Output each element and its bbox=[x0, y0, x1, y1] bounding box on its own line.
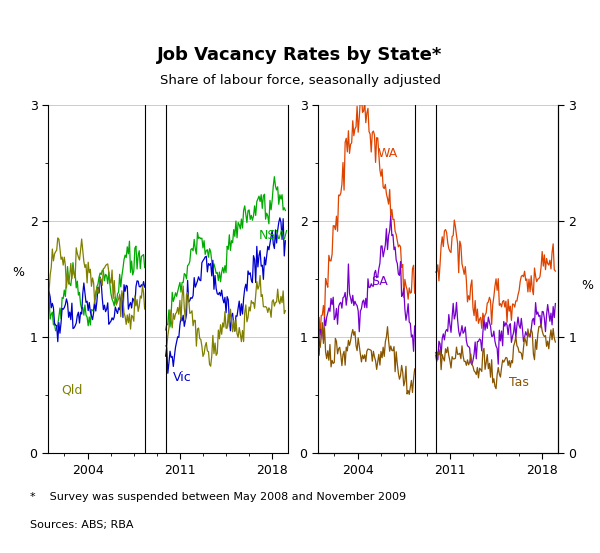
Text: Job Vacancy Rates by State*: Job Vacancy Rates by State* bbox=[157, 46, 443, 64]
Text: WA: WA bbox=[377, 147, 398, 160]
Text: Share of labour force, seasonally adjusted: Share of labour force, seasonally adjust… bbox=[160, 74, 440, 87]
Text: *    Survey was suspended between May 2008 and November 2009: * Survey was suspended between May 2008 … bbox=[30, 492, 406, 502]
Text: Vic: Vic bbox=[173, 372, 192, 384]
Text: Tas: Tas bbox=[509, 376, 529, 389]
Text: Qld: Qld bbox=[61, 383, 83, 396]
Text: NSW: NSW bbox=[259, 228, 289, 242]
Text: SA: SA bbox=[371, 275, 388, 288]
Y-axis label: %: % bbox=[581, 279, 593, 293]
Y-axis label: %: % bbox=[13, 266, 25, 279]
Text: Sources: ABS; RBA: Sources: ABS; RBA bbox=[30, 520, 133, 530]
